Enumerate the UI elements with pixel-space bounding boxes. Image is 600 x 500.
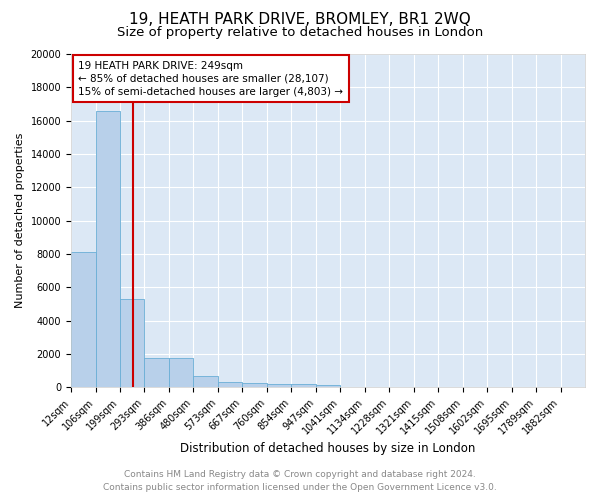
Bar bbox=[120, 299, 145, 388]
Text: Contains HM Land Registry data © Crown copyright and database right 2024.
Contai: Contains HM Land Registry data © Crown c… bbox=[103, 470, 497, 492]
X-axis label: Distribution of detached houses by size in London: Distribution of detached houses by size … bbox=[181, 442, 476, 455]
Bar bbox=[193, 376, 218, 388]
Bar bbox=[145, 358, 169, 388]
Bar bbox=[242, 384, 267, 388]
Bar bbox=[292, 384, 316, 388]
Bar bbox=[71, 252, 95, 388]
Text: 19 HEATH PARK DRIVE: 249sqm
← 85% of detached houses are smaller (28,107)
15% of: 19 HEATH PARK DRIVE: 249sqm ← 85% of det… bbox=[79, 60, 343, 97]
Bar bbox=[95, 110, 120, 388]
Text: 19, HEATH PARK DRIVE, BROMLEY, BR1 2WQ: 19, HEATH PARK DRIVE, BROMLEY, BR1 2WQ bbox=[129, 12, 471, 28]
Y-axis label: Number of detached properties: Number of detached properties bbox=[15, 133, 25, 308]
Bar bbox=[316, 385, 340, 388]
Text: Size of property relative to detached houses in London: Size of property relative to detached ho… bbox=[117, 26, 483, 39]
Bar bbox=[169, 358, 193, 388]
Bar bbox=[218, 382, 242, 388]
Bar bbox=[267, 384, 292, 388]
